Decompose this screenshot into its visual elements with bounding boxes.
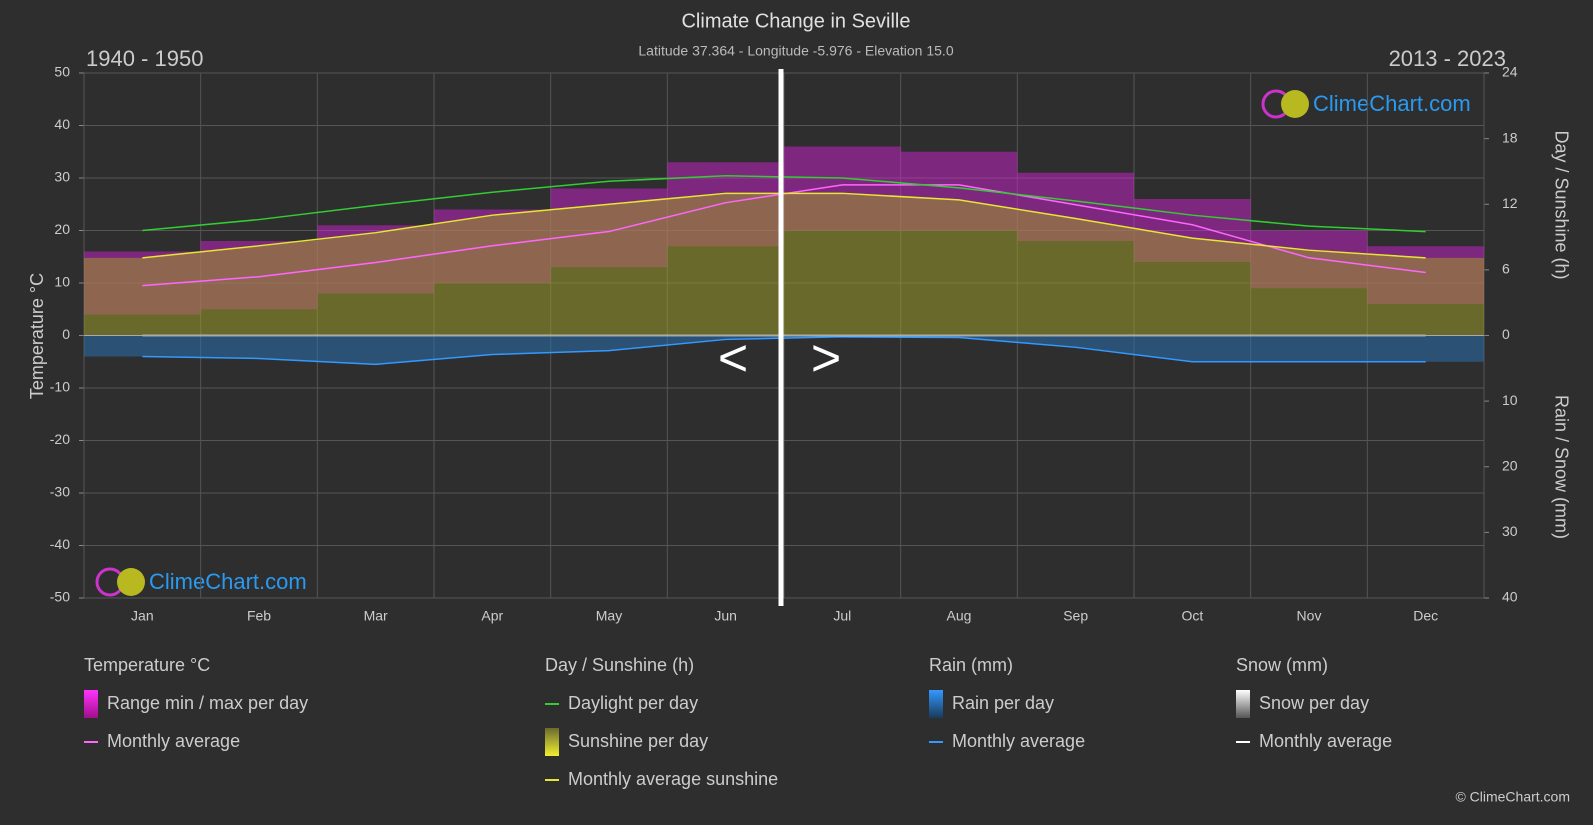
y2-tick-label: 18 (1502, 129, 1518, 145)
x-tick-label: May (596, 608, 622, 624)
area (84, 335, 1484, 365)
logo-sun (117, 568, 145, 596)
x-tick-label: Aug (947, 608, 972, 624)
y-tick-label: -50 (50, 589, 70, 605)
y-tick-label: 40 (54, 116, 70, 132)
logo-text[interactable]: ClimeChart.com (149, 569, 307, 594)
y2-axis-title: Day / Sunshine (h) (1551, 130, 1571, 279)
y-tick-label: -10 (50, 379, 70, 395)
y-tick-label: -40 (50, 536, 70, 552)
legend-label: Monthly average (107, 731, 240, 751)
y-tick-label: 0 (62, 326, 70, 342)
y2-tick-label: 12 (1502, 195, 1518, 211)
logo-text[interactable]: ClimeChart.com (1313, 91, 1471, 116)
y-tick-label: -20 (50, 431, 70, 447)
legend-heading: Rain (mm) (929, 655, 1013, 675)
legend-heading: Day / Sunshine (h) (545, 655, 694, 675)
period-left: 1940 - 1950 (86, 46, 203, 71)
period-right: 2013 - 2023 (1389, 46, 1506, 71)
line (142, 175, 1426, 233)
line (142, 192, 1426, 259)
legend-label: Rain per day (952, 693, 1054, 713)
y-tick-label: -30 (50, 484, 70, 500)
legend-label: Sunshine per day (568, 731, 708, 751)
x-tick-label: Jun (714, 608, 737, 624)
logo-top[interactable]: ClimeChart.com (1261, 89, 1471, 119)
legend-heading: Snow (mm) (1236, 655, 1328, 675)
x-tick-label: Sep (1063, 608, 1088, 624)
legend-heading: Temperature °C (84, 655, 210, 675)
chart-subtitle: Latitude 37.364 - Longitude -5.976 - Ele… (638, 43, 953, 59)
y-tick-label: 10 (54, 274, 70, 290)
y-tick-label: 50 (54, 64, 70, 80)
x-tick-label: Apr (481, 608, 503, 624)
x-tick-label: Dec (1413, 608, 1438, 624)
copyright: © ClimeChart.com (1455, 789, 1570, 805)
y3-tick-label: 40 (1502, 589, 1518, 605)
legend-label: Monthly average sunshine (568, 769, 778, 789)
y2-tick-label: 0 (1502, 326, 1510, 342)
legend-label: Daylight per day (568, 693, 698, 713)
legend-swatch (84, 690, 98, 718)
legend-label: Monthly average (952, 731, 1085, 751)
y3-axis-title: Rain / Snow (mm) (1551, 395, 1571, 539)
nav-prev[interactable]: < (718, 330, 748, 388)
x-tick-label: Oct (1181, 608, 1203, 624)
y-tick-label: 30 (54, 169, 70, 185)
y2-tick-label: 6 (1502, 261, 1510, 277)
line (142, 336, 1426, 366)
legend-label: Monthly average (1259, 731, 1392, 751)
y3-tick-label: 30 (1502, 523, 1518, 539)
x-tick-label: Jan (131, 608, 154, 624)
legend-swatch (545, 728, 559, 756)
logo-bottom[interactable]: ClimeChart.com (95, 567, 307, 597)
y3-tick-label: 10 (1502, 392, 1518, 408)
legend-swatch (929, 690, 943, 718)
legend-swatch (1236, 690, 1250, 718)
legend-label: Range min / max per day (107, 693, 308, 713)
nav-next[interactable]: > (811, 330, 841, 388)
x-tick-label: Feb (247, 608, 271, 624)
y-tick-label: 20 (54, 221, 70, 237)
chart-title: Climate Change in Seville (681, 10, 910, 32)
x-tick-label: Nov (1297, 608, 1322, 624)
x-tick-label: Jul (833, 608, 851, 624)
y-axis-title: Temperature °C (27, 273, 47, 399)
x-tick-label: Mar (364, 608, 388, 624)
legend-label: Snow per day (1259, 693, 1369, 713)
y3-tick-label: 20 (1502, 457, 1518, 473)
logo-sun (1281, 90, 1309, 118)
y2-tick-label: 24 (1502, 64, 1518, 80)
